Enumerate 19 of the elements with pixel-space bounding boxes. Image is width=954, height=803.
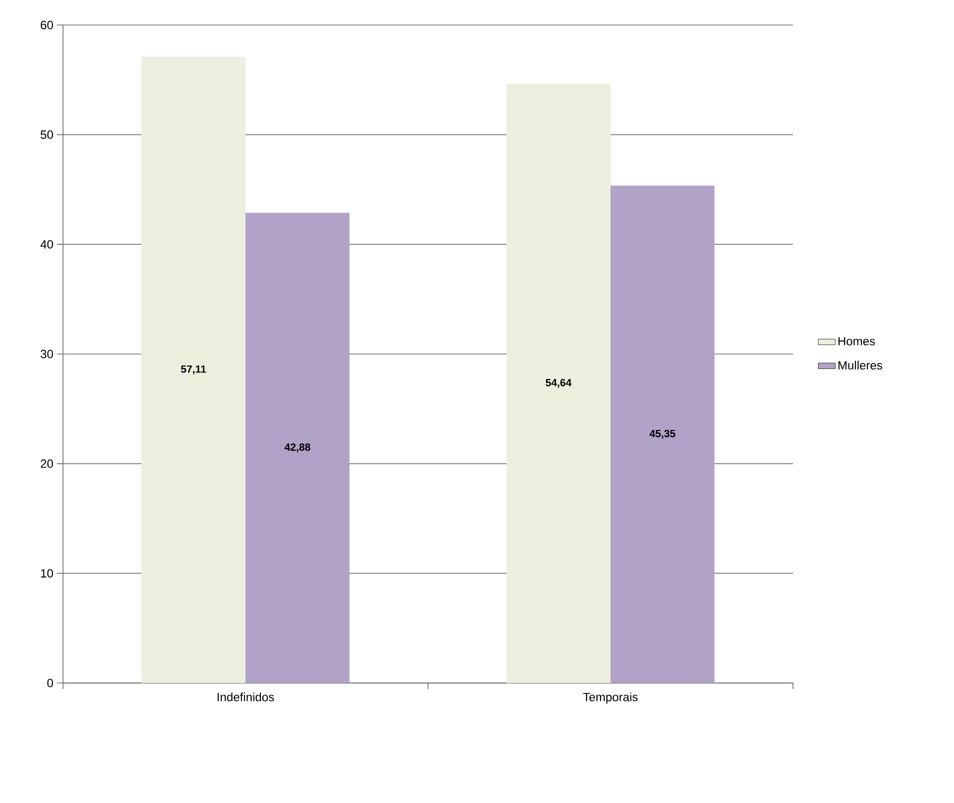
- y-tick-label: 50: [40, 130, 54, 139]
- data-label: 42,88: [284, 443, 310, 452]
- y-tick-label: 10: [41, 569, 54, 578]
- y-tick-label: 30: [40, 350, 54, 358]
- data-label: 45,35: [650, 430, 676, 439]
- bar: [141, 56, 246, 683]
- bar: [506, 84, 611, 683]
- y-tick-label: 0: [47, 678, 54, 688]
- data-label: 57,11: [181, 365, 206, 374]
- y-tick-label: 40: [40, 240, 54, 249]
- x-tick-label: Temporais: [583, 692, 638, 704]
- x-tick-label: Indefinidos: [218, 692, 274, 702]
- y-tick-label: 60: [40, 20, 54, 30]
- y-tick-label: 20: [40, 459, 54, 468]
- legend-label: Homes: [838, 337, 875, 346]
- bar: [610, 186, 715, 683]
- bar: [246, 212, 350, 683]
- legend-label: Mulleres: [838, 360, 882, 370]
- data-label: 54,64: [546, 378, 572, 388]
